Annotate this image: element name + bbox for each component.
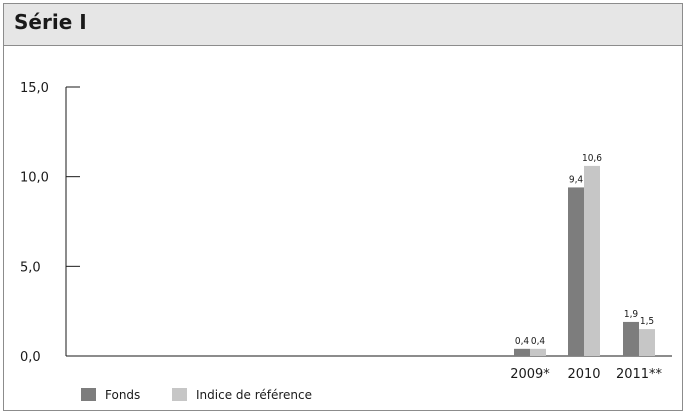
legend-swatch <box>172 388 187 401</box>
x-tick-label: 2011** <box>616 367 663 382</box>
bar <box>623 321 639 356</box>
data-label: 10,6 <box>582 153 602 164</box>
data-label: 0,4 <box>515 336 530 347</box>
bar <box>530 348 546 356</box>
legend-swatch <box>81 388 96 401</box>
x-tick-label: 2010 <box>567 367 600 382</box>
data-label: 1,5 <box>640 316 654 327</box>
bar <box>639 329 655 356</box>
bar <box>584 165 600 356</box>
chart-title: Série I <box>14 10 87 34</box>
legend-label: Fonds <box>105 388 140 402</box>
chart-header: Série I <box>4 4 682 46</box>
y-tick-label: 15,0 <box>20 81 49 96</box>
x-tick-label: 2009* <box>510 367 550 382</box>
data-label: 0,4 <box>531 336 546 347</box>
legend-label: Indice de référence <box>196 388 312 402</box>
y-tick-label: 5,0 <box>20 260 41 275</box>
data-label: 1,9 <box>624 309 639 320</box>
y-tick-label: 0,0 <box>20 350 41 365</box>
bar <box>568 187 584 356</box>
data-label: 9,4 <box>569 174 584 185</box>
y-tick-label: 10,0 <box>20 171 49 186</box>
bar <box>514 348 530 356</box>
